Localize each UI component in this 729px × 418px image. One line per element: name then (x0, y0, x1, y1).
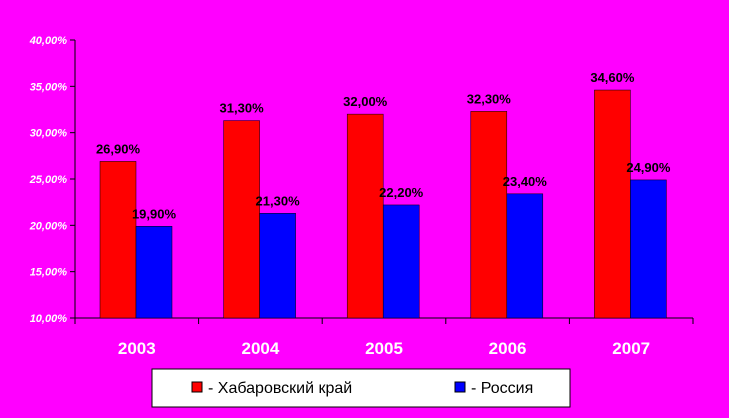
data-label: 21,30% (256, 193, 301, 208)
bar-russia (506, 193, 544, 319)
y-tick-label: 30,00% (30, 128, 68, 140)
legend-swatch-russia (454, 381, 466, 393)
data-labels: 26,90% 19,90% 31,30% 21,30% 32,00% 22,20% 32,3… (96, 70, 671, 221)
data-label: 26,90% (96, 141, 141, 156)
y-tick-label: 35,00% (30, 81, 68, 93)
bars (99, 89, 667, 319)
y-tick-label: 25,00% (29, 174, 68, 186)
x-tick-label: 2005 (365, 339, 403, 358)
bar-russia (382, 204, 420, 319)
y-tick-label: 15,00% (30, 267, 68, 279)
x-axis: 2003 2004 2005 2006 2007 (74, 317, 694, 358)
bar-khabarovsk (470, 111, 508, 319)
bar-russia (259, 213, 296, 319)
legend-swatch-khabarovsk (191, 381, 203, 393)
y-tick-label: 40,00% (29, 35, 68, 47)
legend-box (151, 368, 571, 408)
data-label: 34,60% (590, 70, 635, 85)
data-label: 31,30% (220, 101, 265, 116)
bar-khabarovsk (594, 89, 631, 319)
x-tick-label: 2004 (241, 339, 279, 358)
x-tick-label: 2007 (612, 339, 650, 358)
bar-russia (135, 226, 173, 319)
data-label: 32,00% (343, 94, 388, 109)
y-tick-label: 20,00% (29, 220, 68, 232)
data-label: 32,30% (467, 91, 512, 106)
bar-khabarovsk (99, 161, 137, 319)
data-label: 22,20% (379, 185, 424, 200)
bar-russia (630, 179, 667, 319)
bar-khabarovsk (223, 120, 260, 319)
legend-label-russia: - Россия (471, 380, 533, 397)
legend: - Хабаровский край - Россия (151, 368, 571, 408)
bar-khabarovsk (346, 113, 384, 319)
x-tick-label: 2003 (118, 339, 156, 358)
y-axis: 10,00% 15,00% 20,00% 25,00% 30,00% 35,00% 40,0… (29, 35, 76, 325)
data-label: 23,40% (503, 174, 548, 189)
legend-label-khabarovsk: - Хабаровский край (208, 380, 352, 397)
data-label: 24,90% (626, 160, 671, 175)
x-tick-label: 2006 (489, 339, 527, 358)
y-tick-label: 10,00% (30, 313, 68, 325)
data-label: 19,90% (132, 206, 177, 221)
